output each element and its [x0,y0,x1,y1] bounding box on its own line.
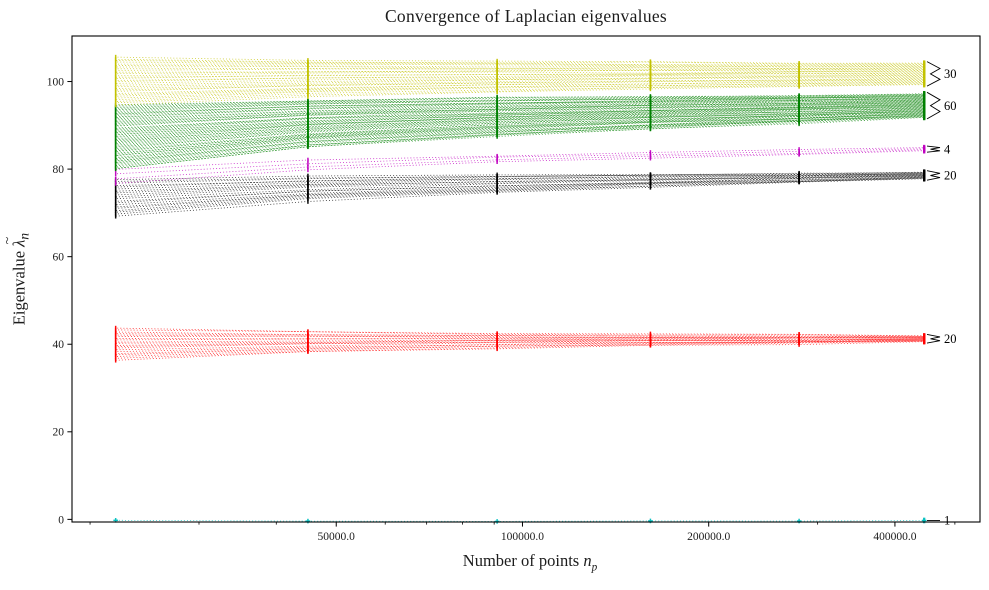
x-axis-ticks: 50000.0 100000.0 200000.0 400000.0 [89,522,956,543]
band-20-red-curves [115,327,925,361]
y-tick-label: 20 [53,427,65,439]
chart-title: Convergence of Laplacian eigenvalues [384,6,668,26]
y-axis-label-text: Eigenvalue [9,246,29,326]
x-tick-label: 50000.0 [318,531,356,543]
x-tick-label: 200000.0 [687,531,730,543]
band-20-red-markers [114,325,926,363]
y-tick-label: 40 [53,339,65,351]
brace-band-20-black [926,170,941,181]
multiplicity-label-band-20-black: 20 [944,169,957,183]
brace-band-60-green [926,91,941,120]
multiplicity-label-band-4-magenta: 4 [944,142,951,156]
y-tick-label: 100 [47,76,65,88]
multiplicity-label-band-60-green: 60 [944,99,957,113]
x-tick-label: 100000.0 [501,531,544,543]
multiplicity-annotations: 1 20 20 4 60 30 [926,61,957,528]
y-tick-label: 60 [53,252,65,264]
band-60-green-markers [114,90,926,172]
axes-box [71,35,981,523]
x-axis-label: Number of points np [463,551,597,573]
y-tick-label: 0 [58,514,64,526]
y-axis-ticks: 0 20 40 60 80 100 [47,76,72,526]
multiplicity-label-band-30-yellow: 30 [944,67,957,81]
x-axis-symbol: np [583,551,598,574]
y-tick-label: 80 [53,164,65,176]
band-30-yellow-curves [115,56,925,106]
x-tick-label: 400000.0 [873,531,916,543]
band-4-magenta-markers [114,144,926,186]
x-axis-label-text: Number of points [462,551,584,570]
eigenvalue-1-cyan-markers [113,517,927,524]
band-20-black-markers [114,169,926,219]
band-30-yellow-markers [114,54,926,108]
brace-band-4-magenta [926,145,941,153]
band-4-magenta-curves [115,147,925,184]
brace-band-20-red [926,333,941,344]
multiplicity-label-eigenvalue-1-cyan: 1 [944,514,950,528]
y-axis-label: Eigenvalue λ ~ n [0,233,32,326]
band-20-black-curves [115,171,925,217]
brace-band-30-yellow [926,61,941,87]
multiplicity-label-band-20-red: 20 [944,332,957,346]
lambda-tilde-symbol: λ ~ [0,236,29,247]
band-60-green-curves [115,93,925,170]
eigenvalue-1-cyan-curves [115,519,925,522]
